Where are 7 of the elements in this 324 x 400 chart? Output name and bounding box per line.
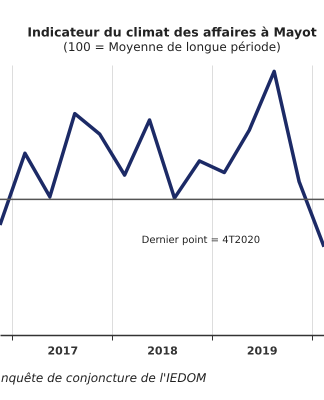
x-tick-label: 2019	[246, 344, 278, 358]
chart-title: Indicateur du climat des affaires à Mayot	[27, 24, 317, 40]
x-tick-label: 2018	[147, 344, 178, 358]
x-tick-label: 2017	[47, 344, 78, 358]
text: nquête de conjoncture de l'IEDOM	[1, 371, 208, 385]
chart-subtitle: (100 = Moyenne de longue période)	[63, 40, 281, 54]
annotation: Dernier point = 4T2020	[142, 235, 260, 246]
